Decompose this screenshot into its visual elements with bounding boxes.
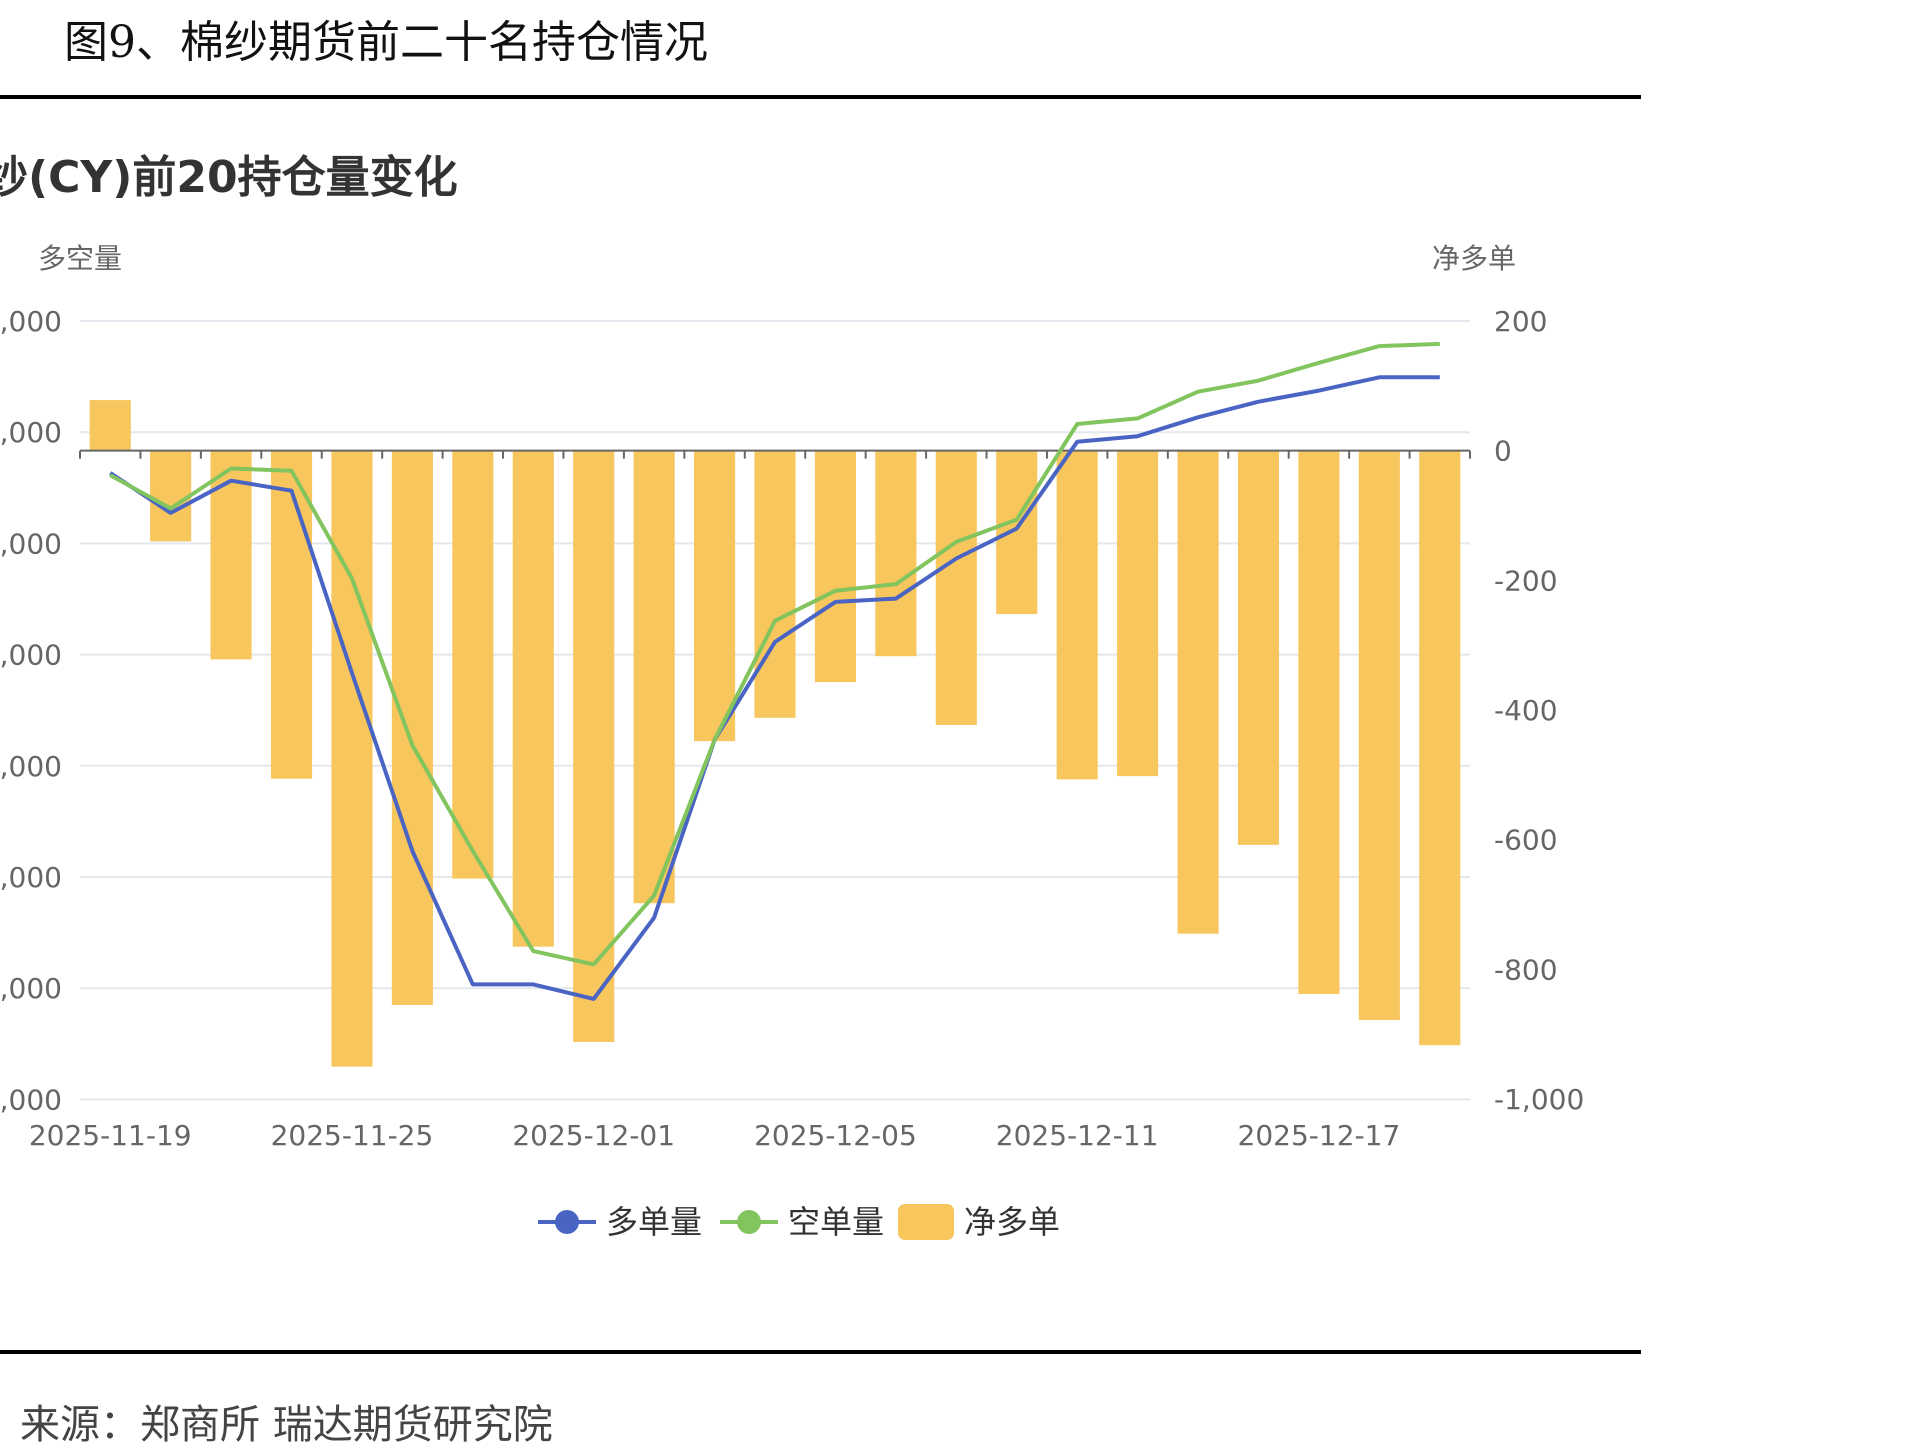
net-long-bar [1298, 450, 1340, 994]
net-long-bar [573, 450, 615, 1042]
x-tick-label: 2025-12-11 [996, 1119, 1159, 1152]
source-note: 来源：郑商所 瑞达期货研究院 [20, 1402, 553, 1448]
left-tick-label: 9,000 [0, 861, 62, 894]
figure-title: 图9、棉纱期货前二十名持仓情况 [64, 17, 708, 68]
left-tick-label: 1,000 [0, 416, 62, 449]
x-axis-ticks: 2025-11-19 2025-11-25 2025-12-01 2025-12-05… [29, 1119, 1400, 1152]
left-tick-label: 6,000 [0, 972, 62, 1005]
net-long-bar [1237, 450, 1280, 845]
position-lines [109, 341, 1440, 1001]
net-long-bar [270, 450, 313, 779]
left-tick-label: 5,000 [0, 639, 62, 672]
right-axis-label: 净多单 [1432, 242, 1516, 275]
net-position-chart: 纱(CY)前20持仓量变化 多空量 净多单 4,000 1,000 8,000 5,0… [0, 152, 1584, 1241]
net-long-bar [935, 450, 977, 725]
x-tick-label: 2025-11-25 [271, 1119, 434, 1152]
net-long-bar [633, 450, 675, 904]
zero-line [79, 449, 1471, 459]
net-long-bar [754, 450, 796, 718]
right-tick-label: -400 [1494, 694, 1558, 727]
legend-dot-marker [555, 1210, 579, 1234]
left-tick-label: 4,000 [0, 305, 62, 338]
net-long-bar [512, 450, 554, 947]
net-long-bar [1419, 450, 1461, 1046]
net-long-bars [89, 400, 1461, 1067]
net-long-bar [1358, 450, 1400, 1020]
net-long-bar [150, 450, 192, 542]
legend[interactable]: 多单量 空单量 净多单 [538, 1203, 1060, 1241]
right-tick-label: -200 [1494, 564, 1558, 597]
left-axis-label: 多空量 [38, 242, 122, 275]
left-tick-label: 8,000 [0, 527, 62, 560]
legend-bar-marker [898, 1204, 954, 1240]
right-tick-label: -600 [1494, 824, 1558, 857]
x-tick-label: 2025-12-01 [512, 1119, 675, 1152]
net-long-bar [1177, 450, 1219, 934]
right-axis-ticks: 200 0 -200 -400 -600 -800 -1,000 [1494, 305, 1584, 1116]
bottom-rule [0, 1350, 1641, 1354]
x-tick-label: 2025-12-05 [754, 1119, 917, 1152]
series-line-多单量 [109, 375, 1440, 1001]
left-axis-ticks: 4,000 1,000 8,000 5,000 2,000 9,000 6,000 3,000 [0, 305, 62, 1116]
legend-label: 净多单 [964, 1203, 1060, 1241]
x-tick-label: 2025-12-17 [1238, 1119, 1401, 1152]
net-long-bar [331, 450, 373, 1067]
net-long-bar [210, 450, 252, 660]
net-long-bar [996, 450, 1038, 615]
legend-label: 多单量 [606, 1203, 702, 1241]
left-tick-label: 2,000 [0, 750, 62, 783]
net-long-bar [1117, 450, 1159, 777]
chart-title: 纱(CY)前20持仓量变化 [0, 152, 458, 203]
net-long-bar [814, 450, 856, 683]
right-tick-label: -800 [1494, 953, 1558, 986]
legend-label: 空单量 [788, 1203, 884, 1241]
left-tick-label: 3,000 [0, 1083, 62, 1116]
net-long-bar [391, 450, 433, 1005]
net-long-bar [694, 450, 736, 742]
net-long-bar [89, 400, 131, 451]
net-long-bar [452, 450, 494, 879]
right-tick-label: -1,000 [1494, 1083, 1584, 1116]
top-rule [0, 95, 1641, 99]
x-tick-label: 2025-11-19 [29, 1119, 192, 1152]
net-long-bar [875, 450, 917, 657]
net-long-bar [1056, 450, 1098, 780]
legend-dot-marker [737, 1210, 761, 1234]
right-tick-label: 200 [1494, 305, 1547, 338]
series-line-空单量 [109, 341, 1440, 967]
right-tick-label: 0 [1494, 435, 1512, 468]
